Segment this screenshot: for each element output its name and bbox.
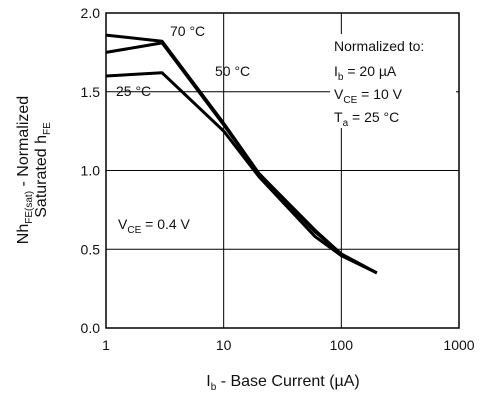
y-axis-title: NhFE(sat) - Normalized Saturated hFE	[15, 96, 53, 244]
y-tick-label: 0.5	[81, 241, 101, 257]
y-tick-label: 1.5	[81, 84, 101, 100]
y-tick-label: 1.0	[81, 163, 101, 179]
series-label-25c: 25 °C	[116, 83, 151, 99]
x-tick-label: 1	[102, 337, 110, 353]
y-tick-label: 0.0	[81, 320, 101, 336]
series-line-2	[105, 71, 378, 275]
x-tick-labels: 1 10 100 1000	[102, 337, 475, 353]
x-tick-label: 100	[330, 337, 354, 353]
normalization-line-vce: VCE = 10 V	[334, 86, 403, 106]
x-axis-title: Ib - Base Current (µA)	[206, 373, 360, 393]
normalization-title: Normalized to:	[334, 38, 424, 54]
y-tick-label: 2.0	[81, 5, 101, 21]
y-tick-labels: 0.0 0.5 1.0 1.5 2.0	[81, 5, 101, 336]
y-axis-title-line1: NhFE(sat) - Normalized	[15, 96, 35, 244]
condition-label: VCE = 0.4 V	[118, 216, 191, 236]
normalization-note: Normalized to: Ib = 20 µA VCE = 10 V Ta …	[330, 34, 456, 129]
y-axis-title-line2: Saturated hFE	[33, 122, 53, 218]
x-tick-label: 1000	[443, 337, 474, 353]
normalization-line-ta: Ta = 25 °C	[334, 109, 399, 129]
normalization-line-ib: Ib = 20 µA	[334, 63, 397, 83]
series-label-50c: 50 °C	[215, 63, 250, 79]
x-tick-label: 10	[216, 337, 232, 353]
plot-frame	[105, 12, 460, 329]
series-label-70c: 70 °C	[170, 23, 205, 39]
series-lines	[105, 33, 378, 275]
